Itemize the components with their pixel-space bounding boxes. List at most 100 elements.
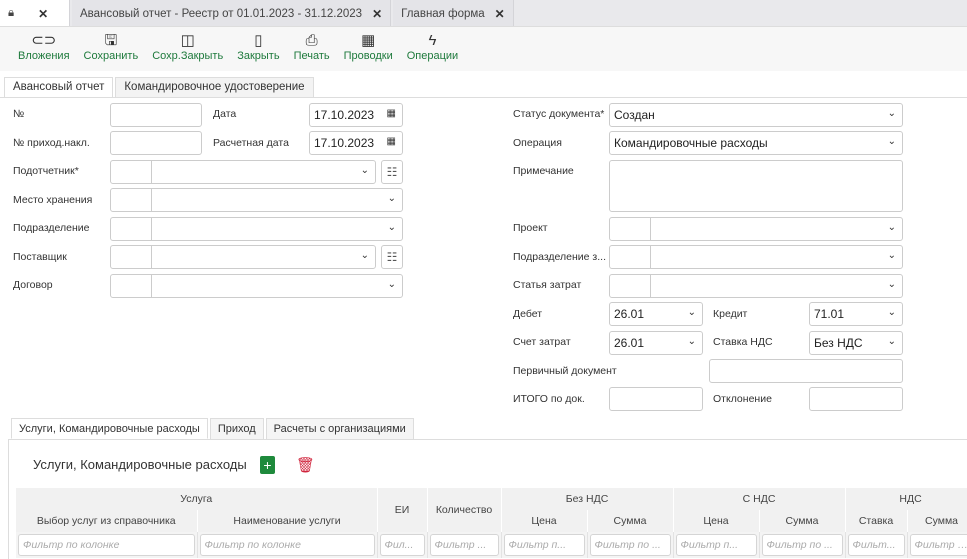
deviation-label: Отклонение xyxy=(713,393,772,405)
vat-rate-value: Без НДС xyxy=(814,336,863,350)
date-input[interactable]: 17.10.2023 ▦ xyxy=(309,103,403,127)
column-header[interactable]: Сумма xyxy=(759,510,846,532)
column-filter-input[interactable]: Фильтр п... xyxy=(675,534,757,556)
column-filter-input[interactable]: Фильтр по ... xyxy=(909,534,967,556)
column-header[interactable]: Цена xyxy=(501,510,588,532)
deviation-input[interactable] xyxy=(809,387,903,411)
close-icon[interactable]: ✕ xyxy=(494,6,505,21)
cost-item-select[interactable]: ⌄ xyxy=(609,274,903,298)
contract-select[interactable]: ⌄ xyxy=(110,274,403,298)
operation-label: Операция xyxy=(513,137,562,149)
add-button[interactable]: + xyxy=(260,456,275,474)
lightning-button[interactable]: ϟ Операции xyxy=(407,32,458,62)
calc-date-input[interactable]: 17.10.2023 ▦ xyxy=(309,131,403,155)
chevron-down-icon[interactable]: ⌄ xyxy=(887,108,896,119)
column-header[interactable]: Выбор услуг из справочника xyxy=(16,510,198,532)
primary-doc-input[interactable] xyxy=(709,359,903,383)
supplier-select[interactable]: ⌄ xyxy=(110,245,376,269)
chevron-down-icon[interactable]: ⌄ xyxy=(687,336,696,347)
column-header[interactable]: Наименование услуги xyxy=(197,510,378,532)
cost-account-select[interactable]: 26.01 ⌄ xyxy=(609,331,703,355)
print-icon: ⎙ xyxy=(305,32,318,49)
close-doc-icon: ▯ xyxy=(254,32,263,49)
chevron-down-icon[interactable]: ⌄ xyxy=(360,165,369,176)
column-header[interactable]: ЕИ xyxy=(377,488,428,532)
tab-services[interactable]: Услуги, Командировочные расходы xyxy=(11,418,208,439)
storage-select[interactable]: ⌄ xyxy=(110,188,403,212)
save-close-icon: ◫ xyxy=(180,32,195,49)
division-select[interactable]: ⌄ xyxy=(110,217,403,241)
group-header-service: Услуга xyxy=(16,488,378,510)
save-icon: 🖫 xyxy=(104,32,118,49)
tab-travel-certificate[interactable]: Командировочное удостоверение xyxy=(115,77,314,98)
tab-advance-report[interactable]: Авансовый отчет xyxy=(4,77,114,98)
column-header[interactable]: Цена xyxy=(673,510,760,532)
window-tab-registry[interactable]: Авансовый отчет - Реестр от 01.01.2023 -… xyxy=(72,0,392,26)
vat-rate-select[interactable]: Без НДС ⌄ xyxy=(809,331,903,355)
date-value: 17.10.2023 xyxy=(314,108,375,122)
chevron-down-icon[interactable]: ⌄ xyxy=(387,279,396,290)
save-button[interactable]: 🖫 Сохранить xyxy=(84,32,139,62)
debit-select[interactable]: 26.01 ⌄ xyxy=(609,302,703,326)
paperclip-button[interactable]: ⊂⊃ Вложения xyxy=(18,32,70,62)
column-header[interactable]: Количество xyxy=(427,488,502,532)
project-select[interactable]: ⌄ xyxy=(609,217,903,241)
column-filter-input[interactable]: Фильтр по ... xyxy=(761,534,843,556)
column-header[interactable]: Ставка xyxy=(845,510,908,532)
chevron-down-icon[interactable]: ⌄ xyxy=(887,336,896,347)
print-button[interactable]: ⎙ Печать xyxy=(294,32,330,62)
number-label: № xyxy=(13,108,25,120)
tree-select-icon[interactable]: ☷ xyxy=(381,160,403,184)
form-tabs: Авансовый отчет Командировочное удостове… xyxy=(4,77,314,98)
save-close-button[interactable]: ◫ Сохр.Закрыть xyxy=(152,32,223,62)
column-filter-input[interactable]: Фильт... xyxy=(847,534,905,556)
chevron-down-icon[interactable]: ⌄ xyxy=(387,193,396,204)
lightning-icon: ϟ xyxy=(428,32,437,49)
chevron-down-icon[interactable]: ⌄ xyxy=(887,222,896,233)
chevron-down-icon[interactable]: ⌄ xyxy=(887,250,896,261)
operation-select[interactable]: Командировочные расходы ⌄ xyxy=(609,131,903,155)
calculator-button[interactable]: ▦ Проводки xyxy=(344,32,393,62)
window-tab-lock[interactable]: 🔒︎ ✕ xyxy=(0,0,70,26)
note-label: Примечание xyxy=(513,165,574,177)
close-icon[interactable]: ✕ xyxy=(38,6,49,21)
accountable-select[interactable]: ⌄ xyxy=(110,160,376,184)
tree-select-icon[interactable]: ☷ xyxy=(381,245,403,269)
chevron-down-icon[interactable]: ⌄ xyxy=(687,307,696,318)
chevron-down-icon[interactable]: ⌄ xyxy=(887,307,896,318)
column-filter-input[interactable]: Фильтр ... xyxy=(429,534,499,556)
status-value: Создан xyxy=(614,108,655,122)
toolbar-label: Печать xyxy=(293,50,330,62)
note-textarea[interactable] xyxy=(609,160,903,212)
calc-date-label: Расчетная дата xyxy=(213,137,289,149)
delete-icon[interactable]: 🗑︎ xyxy=(296,457,316,474)
bottom-tabs: Услуги, Командировочные расходы Приход Р… xyxy=(11,418,414,439)
tab-settlements[interactable]: Расчеты с организациями xyxy=(265,418,414,439)
column-filter-input[interactable]: Фильтр по ... xyxy=(589,534,671,556)
calc-date-value: 17.10.2023 xyxy=(314,136,375,150)
credit-select[interactable]: 71.01 ⌄ xyxy=(809,302,903,326)
column-filter-input[interactable]: Фильтр п... xyxy=(503,534,585,556)
column-filter-input[interactable]: Фил... xyxy=(379,534,425,556)
chevron-down-icon[interactable]: ⌄ xyxy=(887,136,896,147)
chevron-down-icon[interactable]: ⌄ xyxy=(387,222,396,233)
window-tab-main[interactable]: Главная форма ✕ xyxy=(393,0,514,26)
chevron-down-icon[interactable]: ⌄ xyxy=(887,279,896,290)
column-header[interactable]: Сумма xyxy=(587,510,674,532)
chevron-down-icon[interactable]: ⌄ xyxy=(360,250,369,261)
tab-income[interactable]: Приход xyxy=(209,418,264,439)
total-input[interactable] xyxy=(609,387,703,411)
invoice-input[interactable] xyxy=(110,131,202,155)
calendar-icon[interactable]: ▦ xyxy=(386,108,396,119)
cost-division-select[interactable]: ⌄ xyxy=(609,245,903,269)
services-table: Услуга ЕИ Количество Без НДС С НДС НДС В… xyxy=(16,488,967,558)
column-filter-input[interactable]: Фильтр по колонке xyxy=(199,534,375,556)
status-select[interactable]: Создан ⌄ xyxy=(609,103,903,127)
column-header[interactable]: Сумма xyxy=(907,510,967,532)
column-filter-input[interactable]: Фильтр по колонке xyxy=(18,534,195,556)
close-icon[interactable]: ✕ xyxy=(372,6,383,21)
number-input[interactable] xyxy=(110,103,202,127)
credit-label: Кредит xyxy=(713,308,748,320)
calendar-icon[interactable]: ▦ xyxy=(386,136,396,147)
close-doc-button[interactable]: ▯ Закрыть xyxy=(237,32,279,62)
